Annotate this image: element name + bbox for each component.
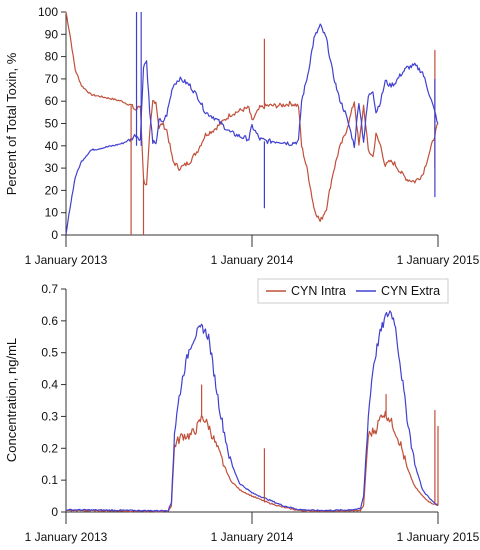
y-tick-label: 0.4 <box>41 378 58 392</box>
x-tick-label: 1 January 2014 <box>211 253 294 267</box>
y-tick-label: 100 <box>38 5 58 19</box>
series-line-cyn-intra <box>65 11 439 222</box>
percent-chart-tick-labels: 0 10 20 30 40 50 60 70 80 90 100 1 January 2013 1 Ja… <box>25 5 480 267</box>
x-tick-label: 1 January 2014 <box>211 530 294 544</box>
percent-chart-y-axis-title: Percent of Total Toxin, % <box>4 52 19 195</box>
y-tick-label: 0.2 <box>41 441 58 455</box>
concentration-chart-series <box>65 310 439 513</box>
percent-chart-series <box>65 11 439 235</box>
y-tick-label: 40 <box>45 139 59 153</box>
x-tick-label: 1 January 2013 <box>25 530 108 544</box>
x-tick-label: 1 January 2015 <box>397 253 480 267</box>
y-tick-label: 50 <box>45 117 59 131</box>
x-tick-label: 1 January 2015 <box>397 530 480 544</box>
concentration-chart-axes <box>61 288 439 524</box>
y-tick-label: 0 <box>51 228 58 242</box>
legend-label-cyn-extra: CYN Extra <box>381 284 440 298</box>
series-line-cyn-intra <box>65 410 439 513</box>
concentration-chart-tick-labels: 0 0.1 0.2 0.3 0.4 0.5 0.6 0.7 1 January 2013 1 Ja… <box>25 282 480 544</box>
y-tick-label: 30 <box>45 161 59 175</box>
series-line-cyn-extra <box>65 23 439 235</box>
legend-box <box>257 278 449 304</box>
y-tick-label: 10 <box>45 206 59 220</box>
y-tick-label: 90 <box>45 27 59 41</box>
y-tick-label: 0.1 <box>41 473 58 487</box>
concentration-chart-y-axis-title: Concentration, ng/mL <box>4 338 19 462</box>
percent-chart: Percent of Total Toxin, % 0 10 20 30 40 50 60 7… <box>4 5 480 267</box>
y-tick-label: 0.6 <box>41 314 58 328</box>
y-tick-label: 0.7 <box>41 282 58 296</box>
concentration-chart: Concentration, ng/mL 0 0.1 0.2 0.3 0.4 0.5 0.6… <box>4 278 480 544</box>
y-tick-label: 80 <box>45 50 59 64</box>
series-line-cyn-extra <box>65 310 439 512</box>
legend-label-cyn-intra: CYN Intra <box>291 284 346 298</box>
percent-chart-axes <box>61 11 439 247</box>
y-tick-label: 60 <box>45 94 59 108</box>
y-tick-label: 20 <box>45 183 59 197</box>
y-tick-label: 0.3 <box>41 409 58 423</box>
y-tick-label: 70 <box>45 72 59 86</box>
y-tick-label: 0.5 <box>41 346 58 360</box>
legend: CYN Intra CYN Extra <box>257 278 449 304</box>
y-tick-label: 0 <box>51 505 58 519</box>
x-tick-label: 1 January 2013 <box>25 253 108 267</box>
